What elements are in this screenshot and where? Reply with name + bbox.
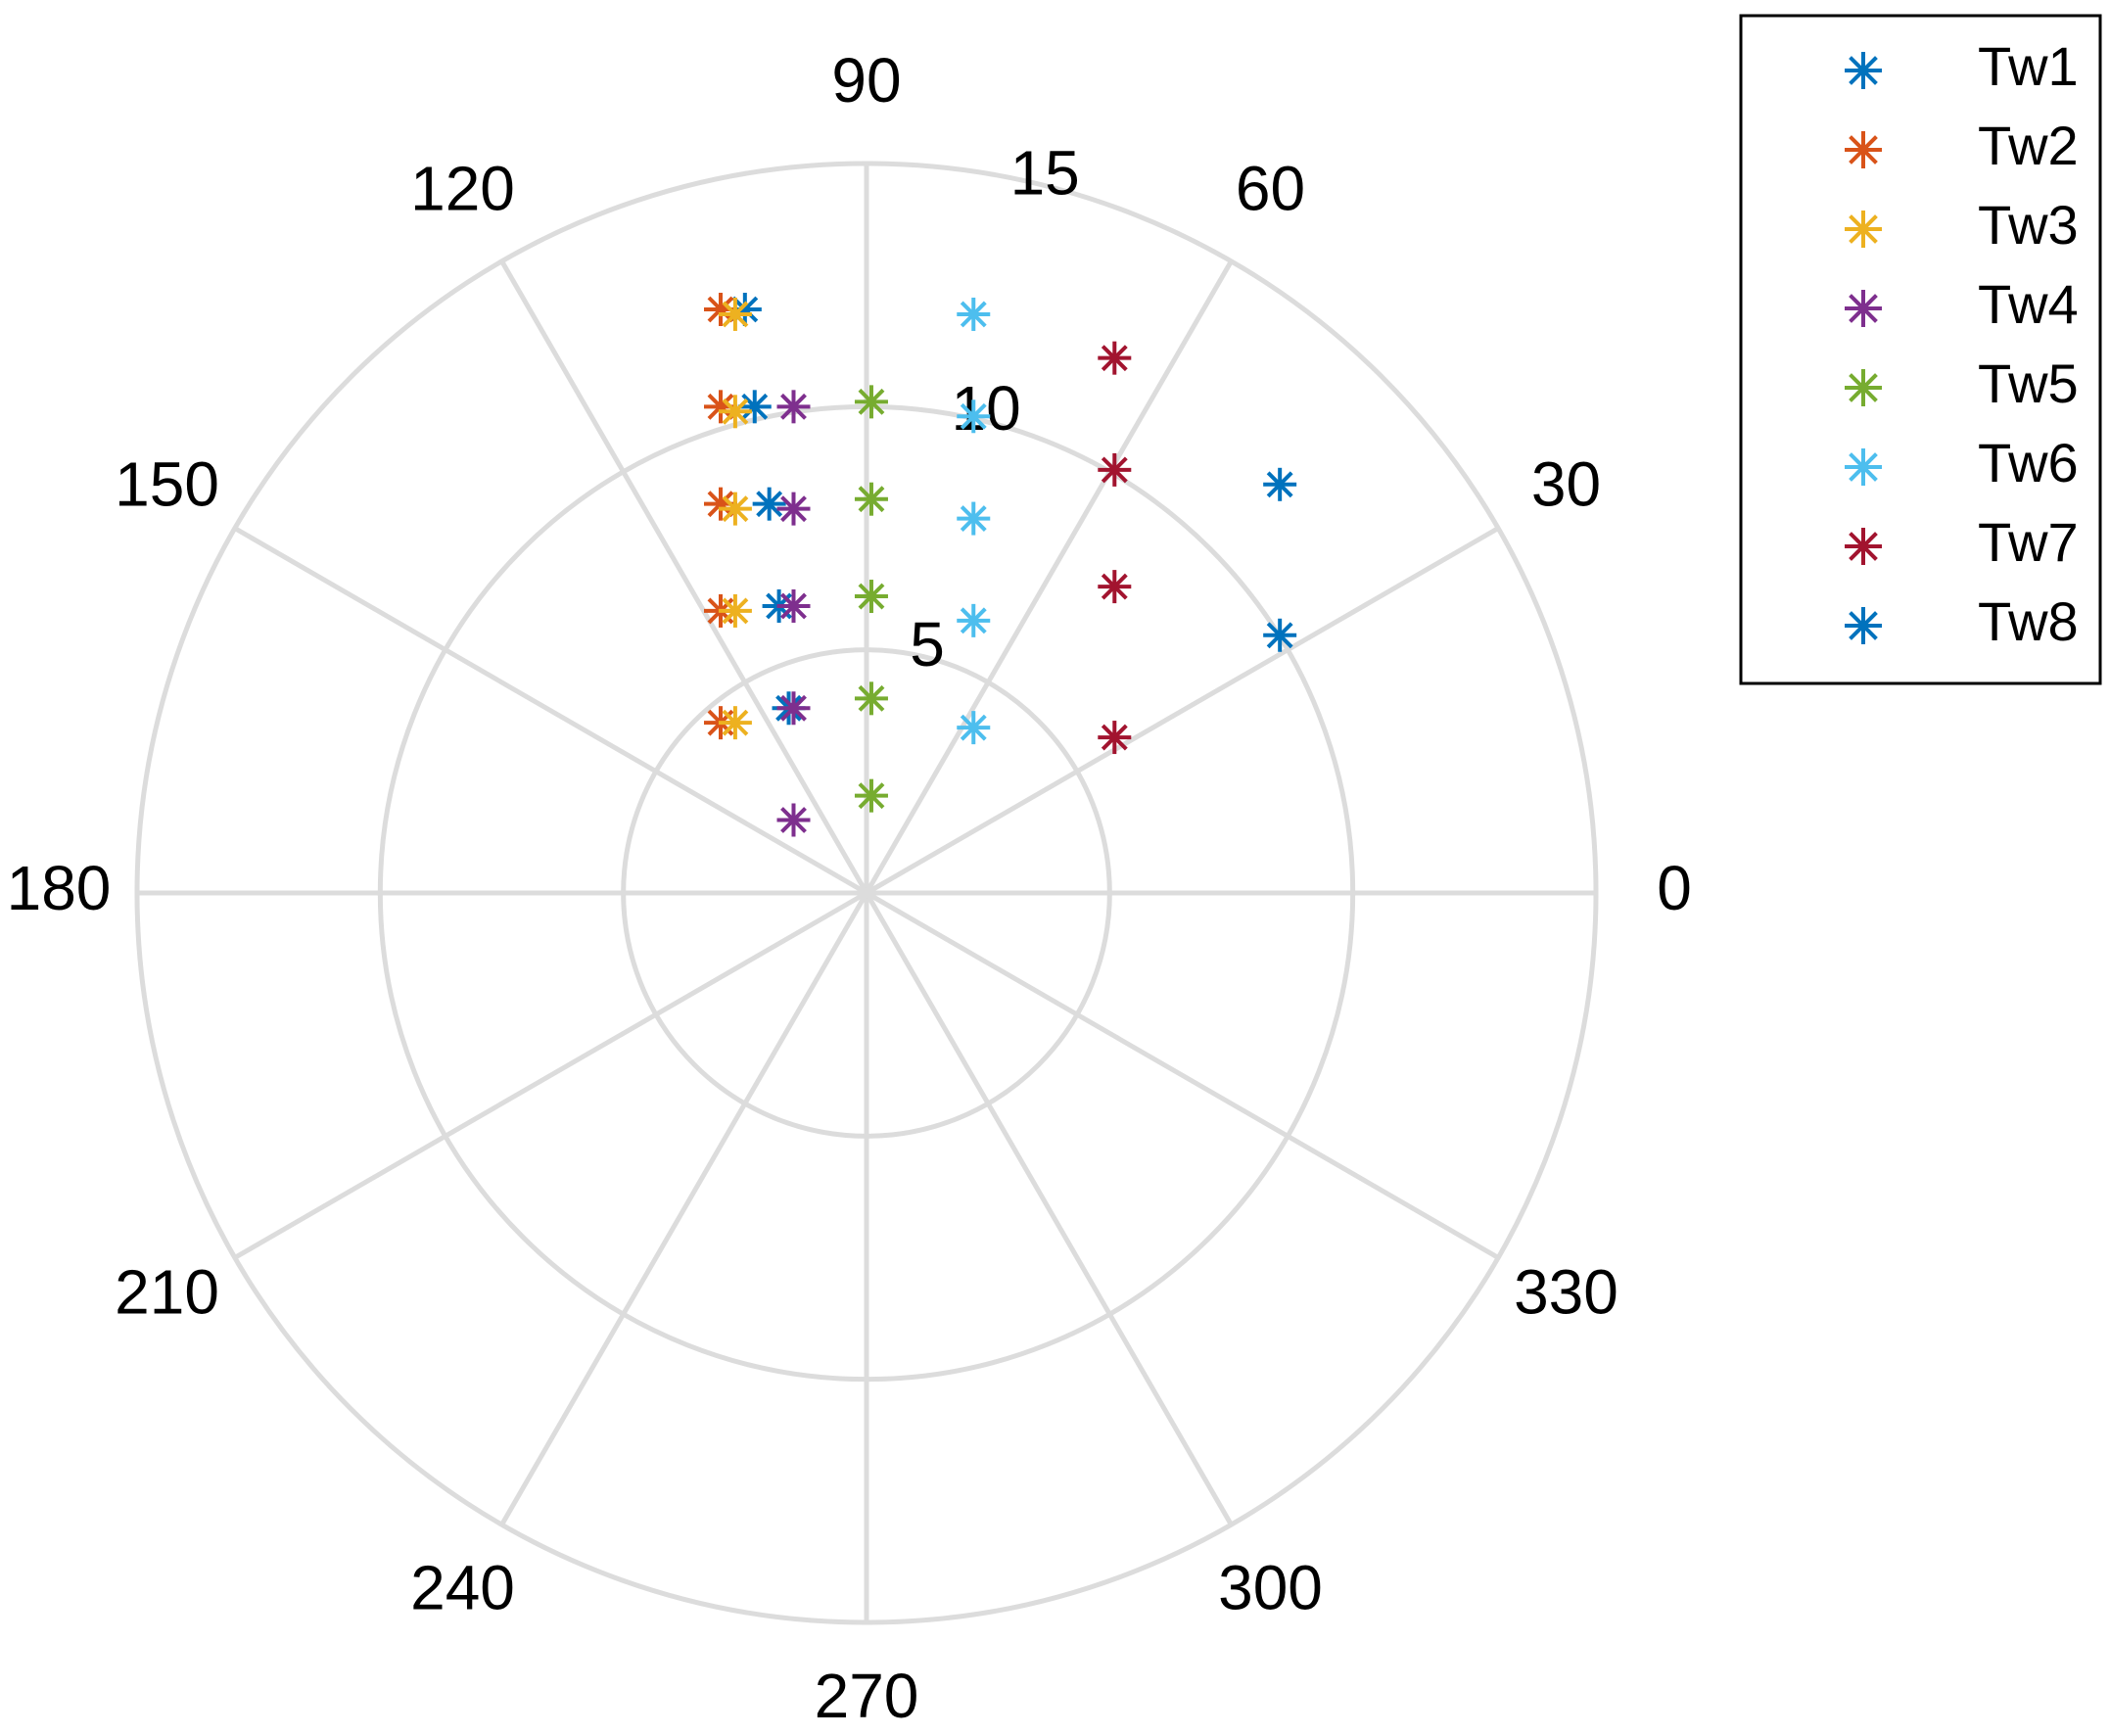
grid-spoke-150 [233, 526, 868, 896]
theta-tick-label: 120 [410, 153, 515, 223]
data-point [1098, 452, 1132, 487]
data-point [854, 385, 888, 419]
legend-label: Tw1 [1978, 35, 2079, 97]
polar-grid [134, 161, 1599, 1625]
theta-tick-label: 300 [1218, 1552, 1323, 1622]
data-point [752, 487, 786, 521]
data-point [854, 482, 888, 516]
grid-spoke-60 [864, 259, 1234, 895]
data-point [957, 711, 991, 745]
data-point [1098, 721, 1132, 755]
data-point [957, 603, 991, 637]
theta-tick-label: 150 [115, 448, 219, 519]
data-point [1263, 618, 1297, 652]
legend-box [1739, 14, 2102, 685]
theta-tick-label: 180 [7, 853, 112, 923]
theta-tick-label: 210 [115, 1256, 219, 1327]
data-point [776, 390, 811, 424]
grid-spoke-210 [233, 890, 868, 1260]
grid-spoke-300 [864, 891, 1234, 1526]
legend-marker [1845, 211, 1882, 248]
data-point [776, 588, 811, 623]
radial-tick-labels: 5 10 15 [910, 137, 1080, 680]
theta-tick-label: 270 [815, 1661, 919, 1731]
radial-tick-label: 5 [910, 609, 945, 680]
grid-spoke-330 [865, 890, 1500, 1260]
data-point [704, 487, 737, 521]
data-point [718, 706, 752, 740]
legend-label: Tw5 [1978, 352, 2079, 414]
legend-marker [1845, 369, 1882, 406]
series-tw2 [704, 293, 737, 740]
theta-tick-label: 60 [1236, 153, 1305, 223]
series-tw6 [957, 297, 991, 745]
legend-marker [1845, 448, 1882, 486]
data-points [704, 293, 1297, 837]
data-point [1263, 467, 1297, 501]
data-point [1098, 341, 1132, 375]
theta-tick-label: 240 [410, 1552, 515, 1622]
data-point [776, 691, 811, 726]
data-point [854, 681, 888, 716]
legend-label: Tw3 [1978, 194, 2079, 256]
grid-spoke-240 [499, 891, 869, 1526]
data-point [957, 399, 991, 434]
legend-label: Tw6 [1978, 432, 2079, 493]
data-point [776, 803, 811, 837]
legend-marker [1845, 607, 1882, 644]
series-tw3 [718, 297, 752, 740]
data-point [718, 395, 752, 429]
theta-tick-labels: 0 30 60 90 120 150 180 210 240 270 300 330 [7, 45, 1692, 1731]
theta-tick-label: 30 [1531, 448, 1601, 519]
theta-tick-label: 0 [1657, 853, 1692, 923]
series-tw7 [1098, 341, 1132, 755]
grid-spoke-30 [865, 526, 1500, 896]
data-point [718, 297, 752, 331]
data-point [854, 778, 888, 813]
legend-marker [1845, 131, 1882, 168]
data-point [718, 492, 752, 526]
data-point [854, 580, 888, 614]
legend-label: Tw7 [1978, 511, 2079, 573]
legend-label: Tw2 [1978, 115, 2079, 176]
series-tw5 [854, 385, 888, 813]
data-point [957, 297, 991, 331]
legend-marker [1845, 290, 1882, 327]
legend-marker [1845, 528, 1882, 565]
legend-label: Tw4 [1978, 273, 2079, 335]
legend-marker [1845, 52, 1882, 89]
series-tw4 [776, 390, 811, 837]
legend-label: Tw8 [1978, 590, 2079, 652]
theta-tick-label: 90 [831, 45, 901, 116]
series-tw8 [1263, 467, 1297, 652]
data-point [957, 501, 991, 536]
data-point [776, 492, 811, 526]
data-point [737, 390, 772, 424]
radial-tick-label: 10 [951, 373, 1020, 444]
radial-tick-label: 15 [1010, 137, 1080, 208]
grid-spoke-120 [499, 259, 869, 895]
legend: Tw1 Tw2 Tw3 Tw4 Tw5 Tw6 Tw7 Tw8 [1739, 14, 2102, 685]
data-point [718, 593, 752, 628]
theta-tick-label: 330 [1514, 1256, 1618, 1327]
data-point [1098, 570, 1132, 604]
